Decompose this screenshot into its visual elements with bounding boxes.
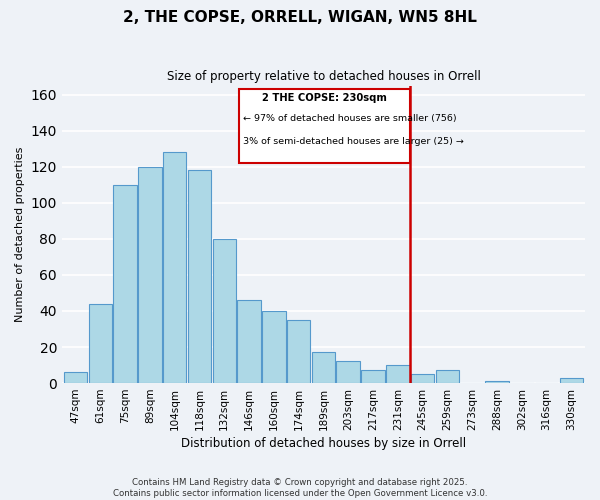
Bar [411,374,434,383]
Bar [361,370,385,383]
Bar [238,300,261,383]
Bar [386,365,410,383]
Bar [287,320,310,383]
Bar [138,166,161,383]
Text: Contains HM Land Registry data © Crown copyright and database right 2025.
Contai: Contains HM Land Registry data © Crown c… [113,478,487,498]
Bar [89,304,112,383]
X-axis label: Distribution of detached houses by size in Orrell: Distribution of detached houses by size … [181,437,466,450]
Text: 3% of semi-detached houses are larger (25) →: 3% of semi-detached houses are larger (2… [243,137,464,146]
Text: 2, THE COPSE, ORRELL, WIGAN, WN5 8HL: 2, THE COPSE, ORRELL, WIGAN, WN5 8HL [123,10,477,25]
Bar [311,352,335,383]
Text: ← 97% of detached houses are smaller (756): ← 97% of detached houses are smaller (75… [243,114,457,123]
Bar [337,362,360,383]
Text: 2 THE COPSE: 230sqm: 2 THE COPSE: 230sqm [262,93,387,103]
Bar [163,152,187,383]
Bar [485,382,509,383]
Bar [188,170,211,383]
Title: Size of property relative to detached houses in Orrell: Size of property relative to detached ho… [167,70,481,83]
Bar [212,239,236,383]
FancyBboxPatch shape [239,89,410,163]
Bar [262,311,286,383]
Y-axis label: Number of detached properties: Number of detached properties [15,146,25,322]
Bar [436,370,459,383]
Bar [113,184,137,383]
Bar [560,378,583,383]
Bar [64,372,88,383]
